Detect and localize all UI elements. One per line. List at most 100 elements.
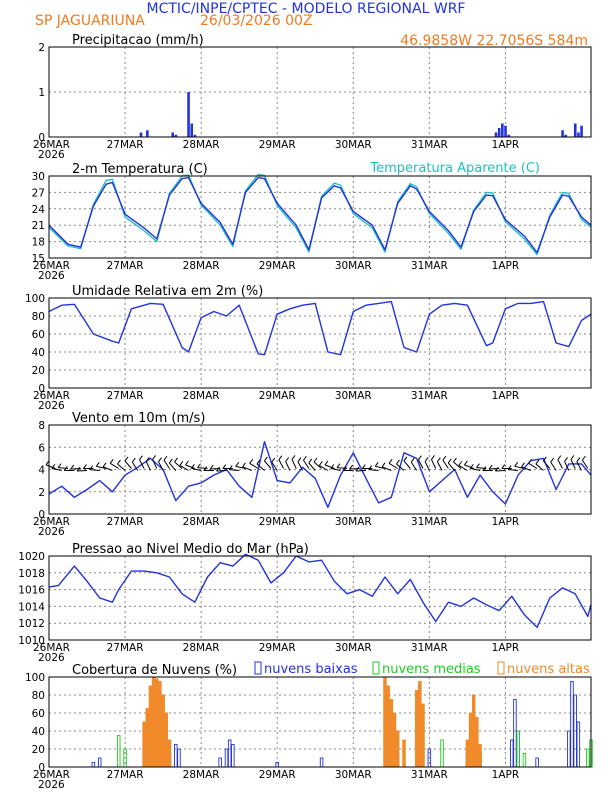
- y-tick-label: 30: [32, 171, 45, 183]
- wind-barb-flag: [521, 462, 525, 468]
- wind-barb-flag: [285, 457, 290, 462]
- y-tick-label: 100: [25, 672, 45, 684]
- cloud-bar: [161, 694, 165, 768]
- cloud-bar: [576, 721, 581, 768]
- wind-barb-flag: [216, 466, 220, 472]
- x-tick-year: 2026: [38, 779, 65, 791]
- x-tick-label: 30MAR: [335, 139, 372, 151]
- wind-barb-flag: [336, 463, 341, 468]
- x-tick-label: 29MAR: [259, 516, 296, 528]
- x-tick-label: 27MAR: [107, 516, 144, 528]
- wind-barb-flag: [542, 456, 547, 462]
- wind-barb-flag: [197, 463, 201, 468]
- wind-barb-flag: [368, 465, 373, 470]
- x-tick-label: 28MAR: [183, 516, 220, 528]
- precip-bar: [174, 134, 178, 137]
- legend-swatch: [497, 661, 505, 675]
- wind-barb: [550, 461, 557, 471]
- wind-barb-flag: [303, 455, 307, 461]
- station-label: SP JAGUARIUNA: [35, 13, 145, 29]
- series-line: [48, 300, 592, 356]
- panels: 0 1 2 Precipitacao (mm/h) 27MAR 28MAR 29MAR 30M…: [18, 33, 593, 791]
- x-tick-label: 27MAR: [107, 260, 144, 272]
- precip-bar: [507, 134, 510, 137]
- y-tick-label: 80: [32, 311, 45, 323]
- wind-barb-flag: [222, 464, 227, 469]
- cloud-bar: [395, 730, 400, 768]
- x-tick-label: 27MAR: [107, 769, 144, 781]
- series-line: [48, 441, 592, 508]
- wind-barb-flag: [564, 457, 569, 462]
- wind-barb: [249, 462, 259, 469]
- wind-barb: [264, 460, 272, 469]
- panel-title: Pressao ao Nivel Medio do Mar (hPa): [72, 542, 309, 557]
- legend-apparent-temp: Temperatura Aparente (C): [369, 161, 540, 176]
- legend-label: nuvens baixas: [264, 662, 358, 677]
- legend-swatch: [372, 661, 380, 675]
- y-tick-label: 21: [32, 220, 45, 232]
- wind-barb-flag: [476, 463, 480, 468]
- wind-barb-flag: [501, 464, 506, 469]
- precip-bar: [564, 134, 568, 137]
- precip-bar: [497, 128, 501, 137]
- wind-barb-flag: [124, 456, 129, 462]
- wind-barb: [102, 466, 113, 471]
- panel-5: 1010 1012 1014 1016 1018 1020 Pressao ao Nivel…: [18, 542, 592, 664]
- wind-barb: [436, 461, 443, 471]
- wind-barb: [388, 462, 398, 469]
- precip-bar: [146, 130, 149, 137]
- panel-title: Umidade Relativa em 2m (%): [72, 284, 263, 299]
- wind-barb-flag: [355, 466, 360, 472]
- series-line: [48, 553, 592, 629]
- wind-barb-flag: [318, 461, 323, 466]
- wind-barb: [96, 465, 107, 469]
- x-tick-label-first: 26MAR: [33, 260, 70, 272]
- wind-barb-flag: [185, 460, 189, 466]
- x-tick-label: 1APR: [492, 642, 520, 654]
- wind-barb: [570, 459, 576, 469]
- wind-barb: [564, 461, 570, 471]
- precip-bar: [577, 132, 580, 137]
- wind-barb: [368, 469, 379, 471]
- wind-barb: [179, 464, 189, 471]
- wind-barb: [139, 459, 145, 469]
- y-tick-label: 24: [32, 204, 46, 216]
- wind-barb: [375, 465, 386, 469]
- wind-barb: [330, 467, 341, 471]
- wind-barb: [576, 461, 582, 471]
- legend-label: nuvens medias: [382, 662, 481, 677]
- wind-barb-flag: [463, 460, 468, 466]
- y-tick-label: 1016: [18, 585, 45, 597]
- cloud-bar: [97, 757, 102, 768]
- wind-barb: [291, 459, 297, 469]
- wind-barb-flag: [242, 462, 246, 468]
- y-tick-label: 6: [38, 442, 45, 454]
- x-tick-label: 31MAR: [411, 642, 448, 654]
- wind-barb: [285, 461, 291, 471]
- y-tick-label: 1018: [18, 568, 45, 580]
- cloud-bar: [116, 735, 121, 768]
- precip-bar: [171, 132, 175, 137]
- wind-barb: [131, 461, 139, 471]
- legend-label: nuvens altas: [507, 662, 590, 677]
- x-tick-label: 31MAR: [411, 516, 448, 528]
- y-tick-label: 15: [32, 253, 45, 265]
- wind-barb-flag: [76, 466, 81, 472]
- x-tick-label: 28MAR: [183, 642, 220, 654]
- wind-barb: [355, 470, 366, 472]
- series-line: [48, 173, 592, 256]
- cloud-bar: [383, 676, 387, 768]
- wind-barb: [152, 459, 158, 469]
- wind-barb-flag: [388, 459, 393, 464]
- wind-barb: [271, 461, 278, 471]
- wind-barb: [495, 470, 506, 472]
- wind-barb: [158, 461, 164, 471]
- x-tick-label: 27MAR: [107, 139, 144, 151]
- precip-bar: [580, 125, 583, 137]
- wind-barb-flag: [417, 455, 422, 460]
- wind-barb-flag: [174, 457, 178, 463]
- wind-barb: [447, 462, 456, 471]
- panel-4: 0 2 4 6 8 Vento em 10m (m/s) 27MAR 28MAR 29MAR 30…: [33, 411, 592, 538]
- cloud-bar: [440, 739, 444, 768]
- x-tick-label: 1APR: [492, 390, 520, 402]
